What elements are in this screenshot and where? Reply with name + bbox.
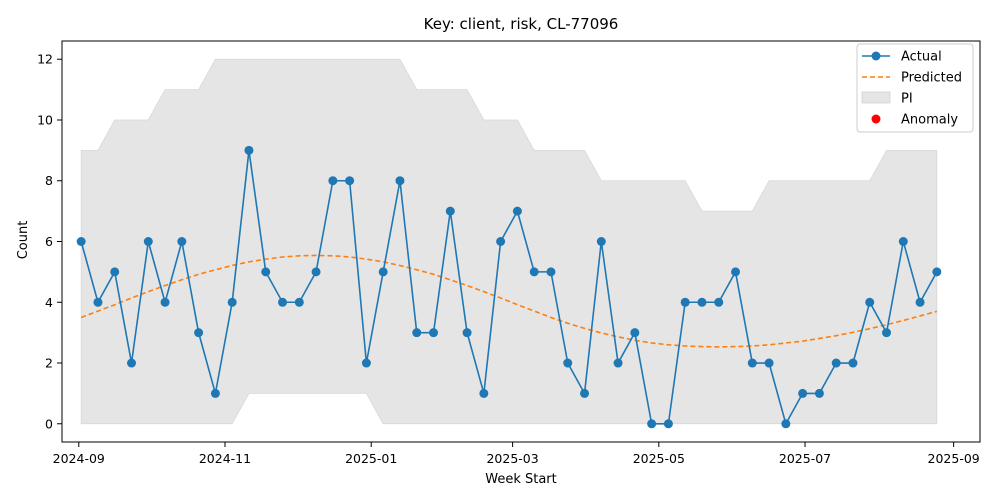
actual-series-layer <box>76 145 942 429</box>
legend-pi-label: PI <box>901 92 913 107</box>
legend-anomaly-marker <box>871 114 881 124</box>
actual-point <box>529 267 539 277</box>
actual-point <box>580 388 590 398</box>
actual-point <box>278 297 288 307</box>
y-axis: 0 2 4 6 8 10 12 <box>37 52 62 431</box>
legend: Actual Predicted PI Anomaly <box>856 43 974 133</box>
actual-point <box>76 237 86 246</box>
actual-point <box>227 297 237 307</box>
legend-pi-swatch <box>861 91 891 104</box>
actual-point <box>680 297 690 307</box>
actual-point <box>831 358 841 368</box>
x-tick-label: 2025-01 <box>345 451 397 466</box>
y-tick-label: 4 <box>45 295 53 310</box>
legend-actual-marker <box>871 51 881 61</box>
actual-point <box>177 237 187 246</box>
actual-point <box>563 358 573 368</box>
actual-point <box>244 145 254 155</box>
actual-point <box>328 176 338 186</box>
y-tick-label: 0 <box>45 416 53 431</box>
actual-point <box>378 267 388 277</box>
actual-point <box>731 267 741 277</box>
predicted-line <box>80 254 938 348</box>
actual-point <box>630 328 640 338</box>
predicted-series-layer <box>80 254 938 348</box>
actual-point <box>210 388 220 398</box>
actual-point <box>445 206 455 216</box>
actual-point <box>261 267 271 277</box>
y-tick-label: 12 <box>37 52 53 67</box>
actual-point <box>479 388 489 398</box>
actual-point <box>546 267 556 277</box>
x-tick-label: 2024-09 <box>53 451 105 466</box>
actual-point <box>110 267 120 277</box>
x-axis-label: Week Start <box>485 472 557 487</box>
x-tick-label: 2025-07 <box>779 451 831 466</box>
actual-point <box>932 267 942 277</box>
actual-point <box>395 176 405 186</box>
actual-point <box>814 388 824 398</box>
actual-point <box>663 419 673 429</box>
actual-point <box>194 328 204 338</box>
actual-point <box>462 328 472 338</box>
legend-predicted-label: Predicted <box>901 71 962 86</box>
y-axis-label: Count <box>16 221 31 260</box>
legend-anomaly-label: Anomaly <box>901 113 958 128</box>
legend-box <box>856 43 974 133</box>
actual-point <box>512 206 522 216</box>
actual-point <box>496 237 506 246</box>
actual-point <box>898 237 908 246</box>
actual-point <box>311 267 321 277</box>
x-axis: 2024-09 2024-11 2025-01 2025-03 2025-05 2025-… <box>53 442 980 466</box>
y-tick-label: 10 <box>37 112 53 127</box>
prediction-interval-layer <box>80 58 938 425</box>
actual-point <box>345 176 355 186</box>
actual-point <box>93 297 103 307</box>
actual-point <box>781 419 791 429</box>
actual-point <box>361 358 371 368</box>
actual-point <box>596 237 606 246</box>
actual-point <box>647 419 657 429</box>
actual-point <box>764 358 774 368</box>
y-tick-label: 8 <box>45 173 53 188</box>
actual-point <box>160 297 170 307</box>
x-tick-label: 2024-11 <box>199 451 251 466</box>
x-tick-label: 2025-09 <box>928 451 980 466</box>
y-tick-label: 2 <box>45 356 53 371</box>
actual-point <box>798 388 808 398</box>
actual-point <box>697 297 707 307</box>
actual-point <box>865 297 875 307</box>
actual-point <box>127 358 137 368</box>
x-tick-label: 2025-05 <box>633 451 685 466</box>
legend-actual-label: Actual <box>901 50 942 65</box>
x-tick-label: 2025-03 <box>486 451 538 466</box>
actual-point <box>294 297 304 307</box>
actual-point <box>848 358 858 368</box>
actual-point <box>143 237 153 246</box>
actual-point <box>429 328 439 338</box>
prediction-interval-band <box>80 58 938 425</box>
actual-point <box>412 328 422 338</box>
actual-point <box>915 297 925 307</box>
actual-point <box>714 297 724 307</box>
actual-point <box>882 328 892 338</box>
actual-line <box>80 150 938 426</box>
y-tick-label: 6 <box>45 234 53 249</box>
chart-title: Key: client, risk, CL-77096 <box>424 15 619 33</box>
actual-point <box>613 358 623 368</box>
actual-point <box>747 358 757 368</box>
